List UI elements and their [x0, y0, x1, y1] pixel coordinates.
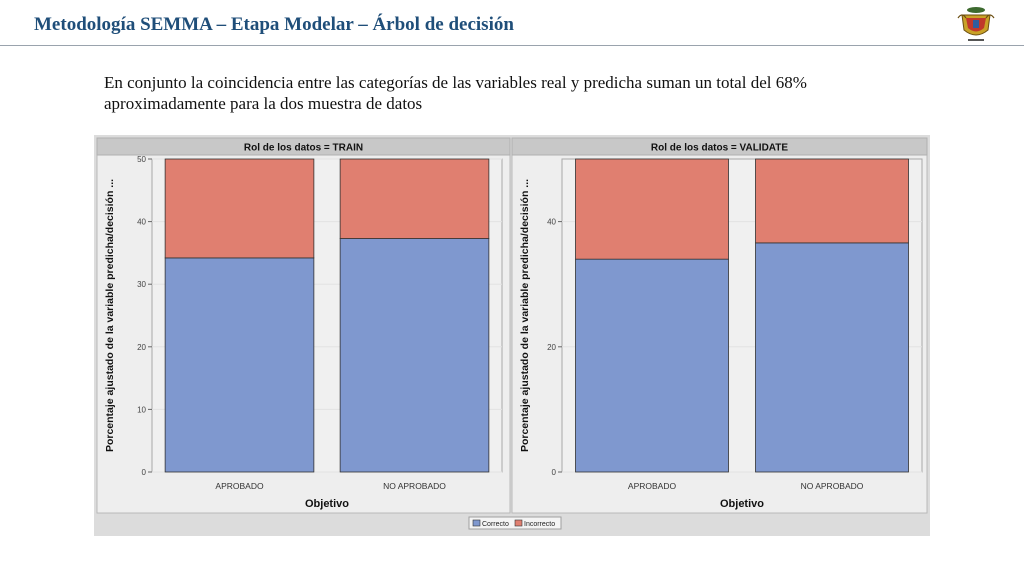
panel-1-bar-correcto — [164, 257, 315, 473]
panel-2-x-axis-label: Objetivo — [720, 498, 764, 510]
panel-1-y-tick-label: 50 — [137, 155, 146, 164]
intro-text: En conjunto la coincidencia entre las ca… — [104, 72, 944, 114]
legend-swatch-correcto — [472, 519, 481, 527]
panel-1-y-tick-label: 20 — [137, 343, 146, 352]
intro-line-1: En conjunto la coincidencia entre las ca… — [104, 73, 807, 92]
legend-label-incorrecto: Incorrecto — [524, 521, 555, 528]
panel-1-y-tick-label: 10 — [137, 405, 146, 414]
panel-1-y-tick-label: 30 — [137, 280, 146, 289]
panel-2-bar-correcto — [755, 242, 909, 473]
panel-1-bar-correcto — [339, 238, 490, 473]
panel-1-y-tick-label: 40 — [137, 218, 146, 227]
legend-swatch-incorrecto — [514, 519, 523, 527]
panel-1-bar-incorrecto — [164, 158, 315, 259]
panel-1-title-bar — [96, 137, 511, 156]
panel-2-title-bar — [511, 137, 928, 156]
panel-2-bar-incorrecto — [575, 158, 729, 260]
panel-1-bar-incorrecto — [339, 158, 490, 239]
panel-2-y-axis-label: Porcentaje ajustado de la variable predi… — [519, 179, 531, 452]
university-crest-logo — [957, 7, 995, 41]
panel-1-x-axis-label: Objetivo — [305, 498, 349, 510]
legend-label-correcto: Correcto — [482, 521, 509, 528]
stacked-bar-figure: Rol de los datos = TRAIN 0 10 20 30 40 50 Porce… — [94, 135, 930, 536]
panel-1-x-tick-label: APROBADO — [215, 481, 264, 491]
panel-2-y-tick-label: 40 — [547, 218, 556, 227]
figure-svg: Rol de los datos = TRAIN 0 10 20 30 40 50 Porce… — [94, 135, 930, 536]
panel-1-y-axis-label: Porcentaje ajustado de la variable predi… — [104, 179, 116, 452]
slide-title: Metodología SEMMA – Etapa Modelar – Árbo… — [34, 14, 514, 35]
panel-1-x-tick-label: NO APROBADO — [383, 481, 446, 491]
panel-2-bar-incorrecto — [755, 158, 909, 244]
panel-2-y-tick-label: 20 — [547, 343, 556, 352]
panel-2-x-tick-label: NO APROBADO — [801, 481, 864, 491]
panel-2-x-tick-label: APROBADO — [628, 481, 677, 491]
panel-2-bar-correcto — [575, 258, 729, 473]
intro-line-2: aproximadamente para la dos muestra de d… — [104, 94, 423, 113]
panel-1-title: Rol de los datos = TRAIN — [244, 143, 363, 154]
panel-2-y-tick-label: 0 — [552, 468, 557, 477]
title-divider — [0, 45, 1024, 46]
panel-2-title: Rol de los datos = VALIDATE — [651, 143, 788, 154]
panel-1-y-tick-label: 0 — [142, 468, 147, 477]
